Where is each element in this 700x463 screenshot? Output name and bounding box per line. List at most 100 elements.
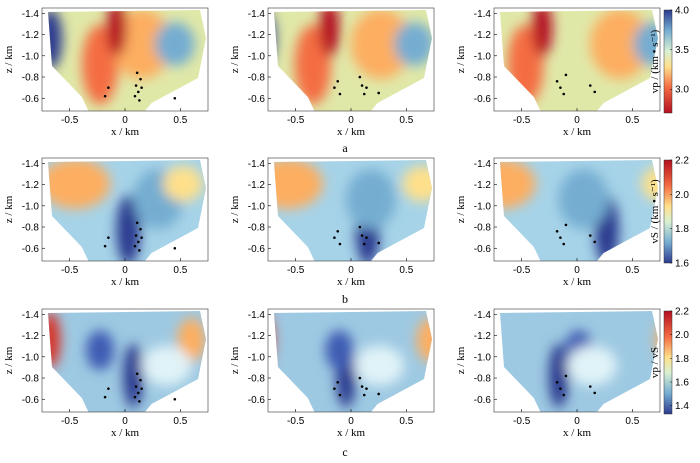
y-tick-label: -0.8 [474,374,492,385]
row-label-a: a [342,141,348,155]
y-tick-label: -0.6 [474,395,492,406]
event-point [593,90,597,94]
event-point [107,86,110,89]
y-axis-label: z / km [3,195,15,223]
y-tick-label: -1.4 [248,9,266,20]
y-axis-label: z / km [229,195,241,223]
heat-blob [48,160,111,209]
event-point [140,86,143,89]
event-point [333,387,336,390]
colorbar-tick-label: 2.0 [675,190,689,201]
event-point [562,242,566,246]
event-point [377,392,380,396]
y-axis-label: z / km [455,195,467,223]
y-tick-label: -1.2 [474,331,492,342]
colorbar-tick-label: 4.0 [675,6,689,17]
heat-blob [354,345,405,386]
x-tick-label: -0.5 [61,115,79,126]
x-tick-label: 0 [348,416,354,427]
colorbar-tick-label: 2.2 [675,307,689,318]
y-tick-label: -1.4 [474,159,492,170]
event-point [360,234,364,237]
x-axis-label: x / km [563,427,592,439]
colorbar-tick-label: 1.8 [675,354,689,365]
x-tick-label: 0 [122,416,128,427]
event-point [103,94,107,98]
y-tick-label: -1.4 [248,310,266,321]
event-point [338,242,342,246]
event-point [173,246,177,250]
event-point [336,79,340,83]
heatmap-field [48,160,206,261]
x-tick-label: 0 [122,115,128,126]
heat-blob [48,10,63,69]
event-point [362,92,366,96]
event-point [135,372,139,376]
event-point [139,378,142,382]
event-point [136,391,140,395]
colorbar-gradient [663,310,673,415]
x-tick-label: 0 [574,265,580,276]
x-tick-label: 0 [348,265,354,276]
panel-vp-1: -0.5 0 0.5 -1.4 -1.2 -1.0 -0.8 -0.6 x / km z / km [3,7,209,138]
x-tick-label: 0.5 [173,115,187,126]
y-axis-label: z / km [455,45,467,73]
y-axis-label: z / km [229,45,241,73]
y-tick-label: -1.4 [22,9,40,20]
y-axis-label: z / km [3,346,15,374]
heat-blob [345,169,396,230]
heat-blob [319,10,340,57]
y-tick-label: -1.2 [22,180,40,191]
event-point [555,380,559,384]
heat-blob [394,22,432,67]
heatmap-field [274,160,432,261]
y-tick-label: -1.2 [474,180,492,191]
x-tick-label: 0.5 [399,265,413,276]
heat-blob [86,330,115,371]
y-tick-label: -1.4 [474,310,492,321]
y-tick-label: -1.2 [22,30,40,41]
colorbar-label: vS / (km • s⁻¹) [649,179,661,244]
event-point [593,391,597,395]
event-point [562,92,566,96]
y-tick-label: -1.0 [22,51,40,62]
x-axis-label: x / km [563,276,592,288]
event-point [365,236,368,239]
y-tick-label: -0.8 [248,374,266,385]
colorbar-tick-label: 2.0 [675,330,689,341]
x-tick-label: 0.5 [625,416,639,427]
event-point [138,400,141,403]
heat-blob [177,317,206,362]
event-point [588,84,592,87]
event-point [338,92,342,96]
heat-blob [48,311,61,368]
event-point [135,71,139,75]
heat-blob [116,195,141,261]
event-point [333,236,336,239]
heat-blob [141,345,192,386]
y-tick-label: -0.6 [474,244,492,255]
x-axis-label: x / km [337,427,366,439]
y-tick-label: -1.2 [22,331,40,342]
panel-vs-3: -0.5 0 0.5 -1.4 -1.2 -1.0 -0.8 -0.6 x / km z / km [455,157,661,288]
event-point [358,376,362,380]
y-tick-label: -1.4 [248,159,266,170]
y-tick-label: -1.0 [474,352,492,363]
panel-vp-2: -0.5 0 0.5 -1.4 -1.2 -1.0 -0.8 -0.6 x / km z / km [229,7,435,138]
heat-blob [641,165,658,202]
colorbar-tick-label: 1.6 [675,259,689,270]
event-point [107,236,110,239]
heat-blob [558,169,609,230]
x-tick-label: 0.5 [399,416,413,427]
event-point [139,227,142,231]
event-point [133,244,137,248]
y-tick-label: -0.6 [22,244,40,255]
heat-blob [402,165,432,202]
event-point [333,86,336,89]
y-tick-label: -1.0 [248,51,266,62]
x-tick-label: 0.5 [625,115,639,126]
x-tick-label: 0 [122,265,128,276]
event-point [377,91,380,95]
event-point [134,234,138,237]
